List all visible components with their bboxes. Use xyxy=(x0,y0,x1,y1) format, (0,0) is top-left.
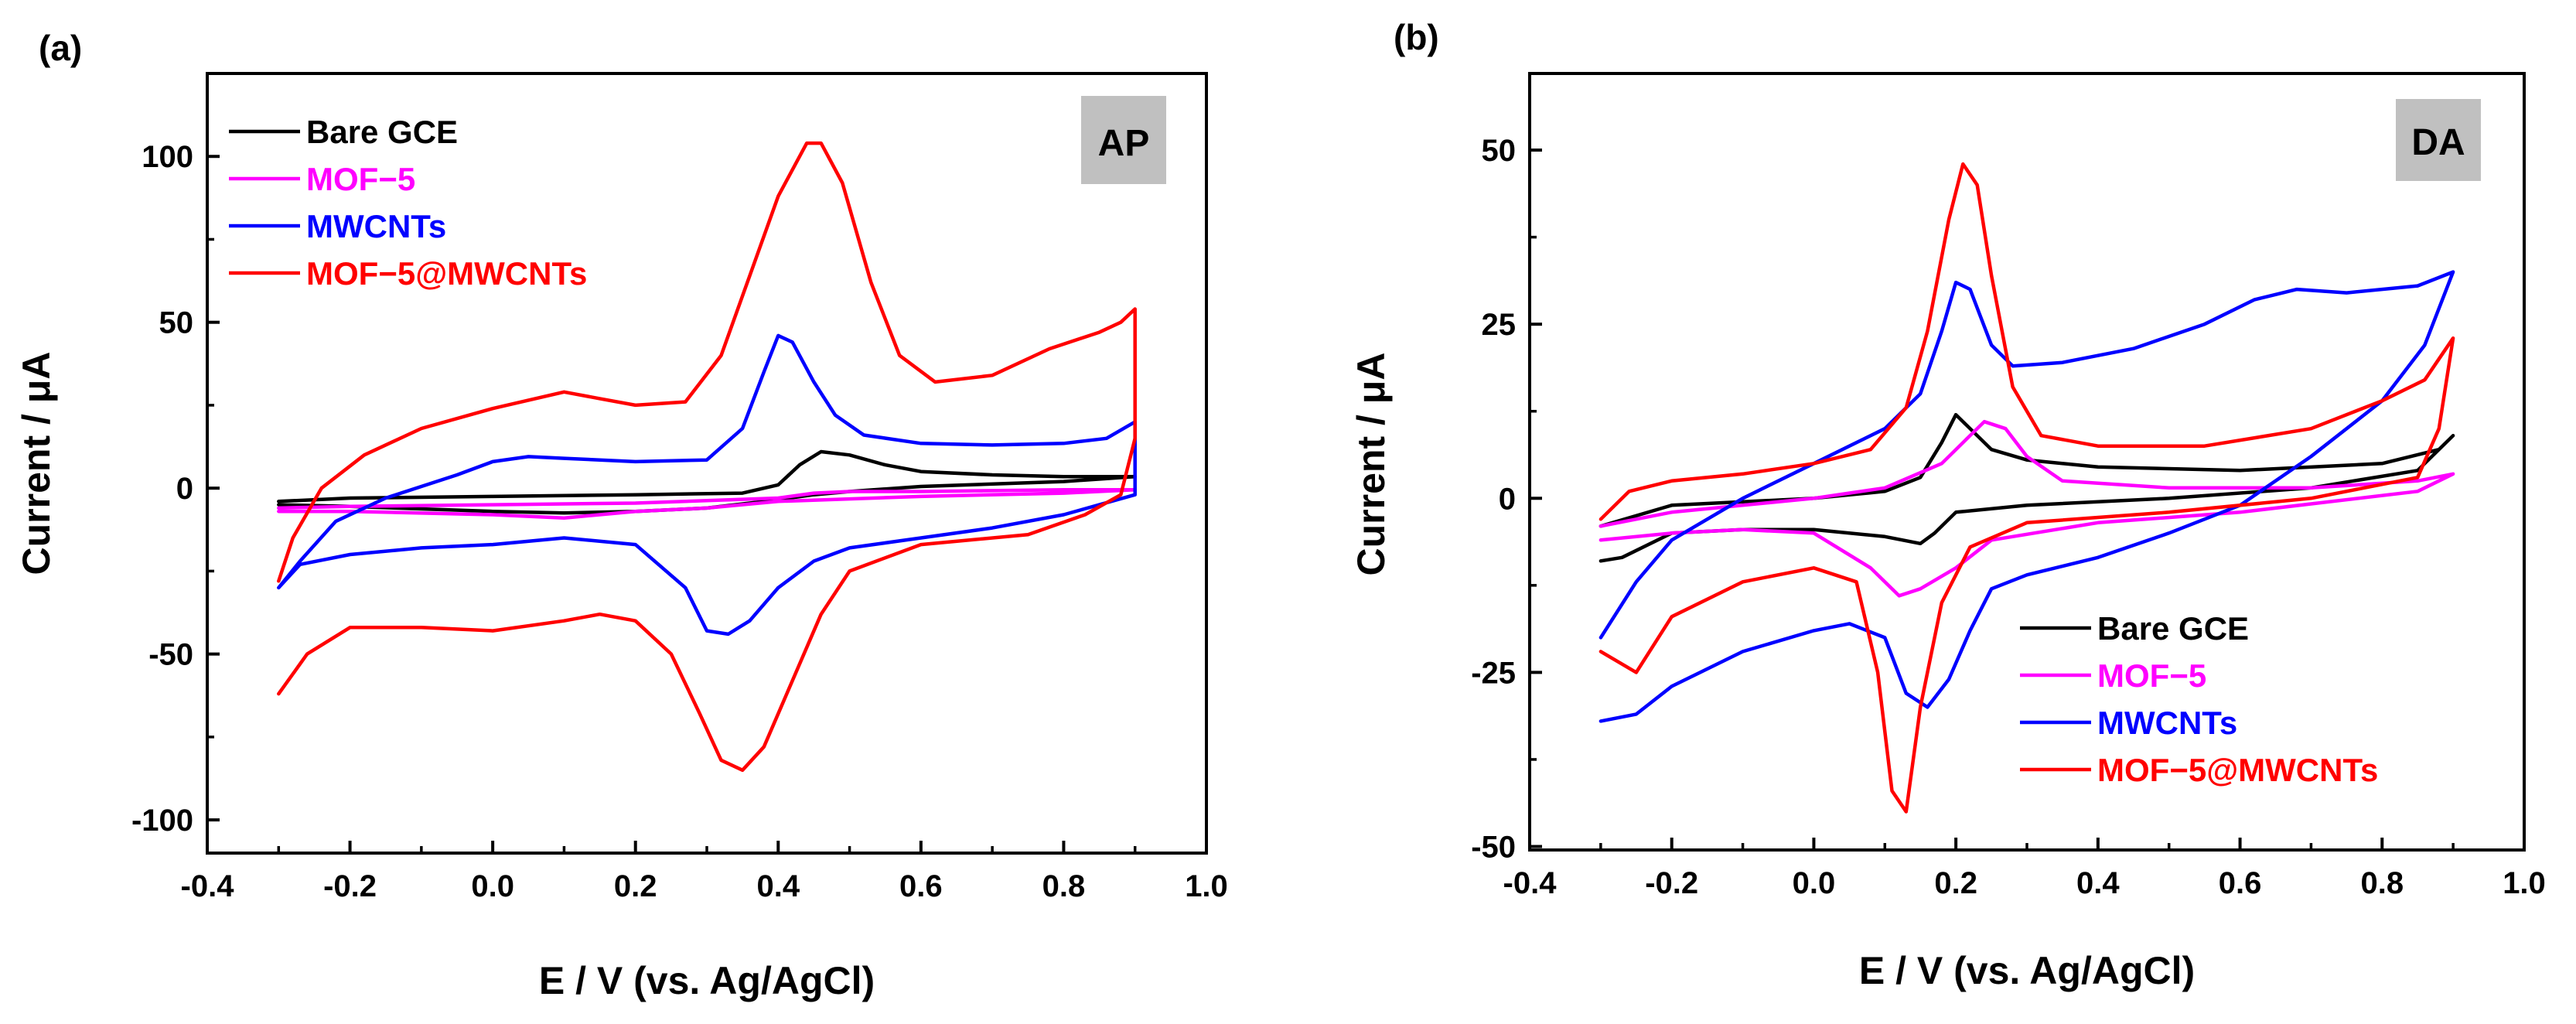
y-tick-label: 0 xyxy=(1499,482,1516,516)
series-layer xyxy=(277,141,1137,773)
x-axis-label: E / V (vs. Ag/AgCl) xyxy=(539,959,875,1002)
series-line-0 xyxy=(1598,412,2455,563)
x-tick-label: 0.6 xyxy=(2219,866,2262,900)
badge-box xyxy=(1081,96,1166,184)
chart-panel-a: (a) -0.4 -0.2 0.0 0.2 0.4 0.6 0.8 1.0 -100 -50 0 50… xyxy=(15,28,1228,1002)
x-tick-label: 0.8 xyxy=(1042,869,1086,903)
legend-label: MOF−5 xyxy=(306,161,415,197)
series-line-1 xyxy=(1598,419,2455,598)
legend-label: MOF−5@MWCNTs xyxy=(2097,752,2378,788)
x-tick-label: 0.6 xyxy=(899,869,943,903)
y-tick-label: -100 xyxy=(131,804,193,838)
x-tick-label: 0.8 xyxy=(2360,866,2404,900)
x-axis-label: E / V (vs. Ag/AgCl) xyxy=(1859,949,2195,992)
series-line-3 xyxy=(277,141,1137,773)
y-tick-label: 50 xyxy=(159,306,194,340)
x-tick-label: 0.0 xyxy=(1793,866,1836,900)
legend-label: MWCNTs xyxy=(2097,705,2237,741)
x-tick-label: -0.4 xyxy=(1503,866,1558,900)
ticks-layer: -0.4 -0.2 0.0 0.2 0.4 0.6 0.8 1.0 -50 -25 0 25 50 xyxy=(1471,134,2546,900)
badge-text: AP xyxy=(1098,123,1150,164)
badge: DA xyxy=(2396,99,2481,181)
badge: AP xyxy=(1081,96,1166,184)
legend-label: Bare GCE xyxy=(306,114,458,150)
legend: Bare GCE MOF−5 MWCNTs MOF−5@MWCNTs xyxy=(2020,610,2378,788)
panel-label: (a) xyxy=(39,28,82,68)
x-tick-label: 1.0 xyxy=(2503,866,2546,900)
x-tick-label: 1.0 xyxy=(1185,869,1228,903)
y-tick-label: 50 xyxy=(1482,134,1517,168)
y-tick-label: 100 xyxy=(142,140,193,174)
x-tick-label: -0.2 xyxy=(323,869,377,903)
legend-label: Bare GCE xyxy=(2097,610,2249,647)
badge-text: DA xyxy=(2411,122,2465,163)
series-layer xyxy=(1598,162,2455,814)
legend-label: MOF−5@MWCNTs xyxy=(306,255,587,292)
x-tick-label: 0.4 xyxy=(2076,866,2120,900)
x-tick-label: -0.4 xyxy=(181,869,235,903)
chart-panel-b: (b) -0.4 -0.2 0.0 0.2 0.4 0.6 0.8 1.0 -50 -25 0 25 5… xyxy=(1349,17,2546,992)
y-tick-label: 0 xyxy=(176,472,193,506)
x-tick-label: 0.2 xyxy=(1934,866,1977,900)
y-axis-label: Current / μA xyxy=(15,352,58,575)
plot-frame xyxy=(1528,72,2526,852)
ticks-layer: -0.4 -0.2 0.0 0.2 0.4 0.6 0.8 1.0 -100 -50 0 50 100 xyxy=(131,140,1228,903)
x-tick-label: -0.2 xyxy=(1645,866,1698,900)
series-line-2 xyxy=(1598,270,2455,723)
legend-label: MWCNTs xyxy=(306,208,446,244)
y-tick-label: -25 xyxy=(1471,656,1516,690)
legend-label: MOF−5 xyxy=(2097,657,2206,694)
y-tick-label: -50 xyxy=(148,638,193,672)
series-line-3 xyxy=(1598,162,2455,814)
panel-label: (b) xyxy=(1394,17,1439,57)
x-tick-label: 0.0 xyxy=(471,869,514,903)
y-tick-label: -50 xyxy=(1471,830,1516,864)
y-axis-label: Current / μA xyxy=(1349,353,1393,576)
y-tick-label: 25 xyxy=(1482,308,1517,342)
x-tick-label: 0.4 xyxy=(756,869,800,903)
x-tick-label: 0.2 xyxy=(614,869,657,903)
series-line-2 xyxy=(277,333,1137,637)
legend: Bare GCE MOF−5 MWCNTs MOF−5@MWCNTs xyxy=(229,114,587,292)
badge-box xyxy=(2396,99,2481,181)
